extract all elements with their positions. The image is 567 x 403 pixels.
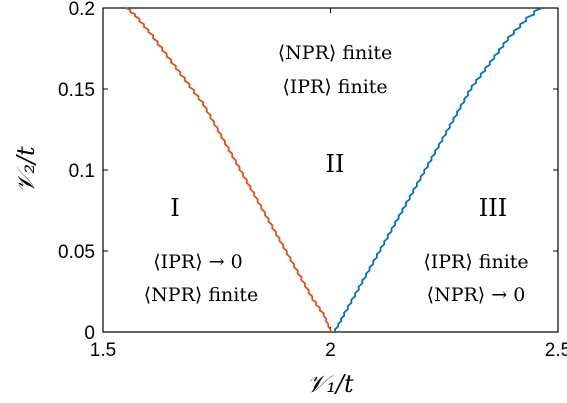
phase-boundary-lines	[125, 7, 543, 332]
region-iii-annotation-2: ⟨NPR⟩ → 0	[427, 284, 526, 306]
region-iii-label: III	[479, 194, 507, 222]
axis-ticks: 1.5 2 2.5 0 0.05 0.1 0.15 0.2	[58, 0, 567, 361]
boundary-line-i-ii	[125, 7, 332, 332]
region-i-label: I	[170, 194, 179, 222]
y-tick-label: 0.05	[58, 242, 95, 263]
region-ii-annotation-1: ⟨NPR⟩ finite	[278, 42, 392, 64]
y-tick-label: 0.1	[69, 161, 95, 182]
region-ii-label: II	[326, 150, 345, 178]
region-ii-annotation-2: ⟨IPR⟩ finite	[282, 76, 387, 98]
x-tick-label: 1.5	[90, 340, 116, 361]
x-axis-label: 𝒱₁/t	[306, 370, 354, 398]
y-tick-label: 0.15	[58, 80, 95, 101]
y-tick-label: 0	[84, 323, 95, 344]
x-tick-label: 2.5	[545, 340, 567, 361]
boundary-line-ii-iii	[334, 7, 543, 332]
region-i-annotation-1: ⟨IPR⟩ → 0	[153, 251, 243, 273]
x-tick-label: 2	[325, 340, 336, 361]
region-iii-annotation-1: ⟨IPR⟩ finite	[423, 251, 528, 273]
y-tick-label: 0.2	[69, 0, 95, 20]
y-axis-label: 𝒱₂/t	[12, 146, 40, 194]
region-i-annotation-2: ⟨NPR⟩ finite	[144, 284, 258, 306]
